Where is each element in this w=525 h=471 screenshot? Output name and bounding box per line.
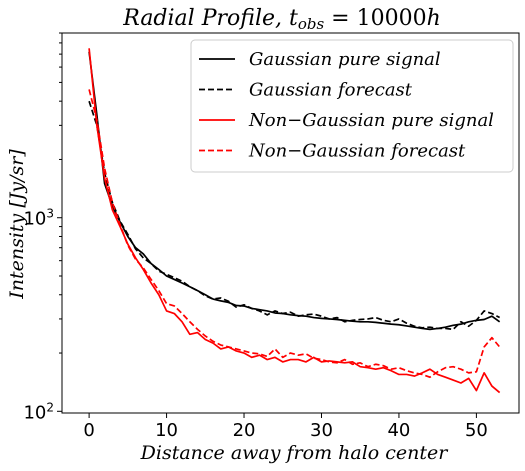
x-tick-label: 10	[155, 420, 178, 441]
series-lines	[88, 48, 501, 394]
series-line-1	[88, 51, 501, 331]
chart-title: Radial Profile, tobs = 10000h	[122, 6, 441, 33]
y-axis-label: Intensity [Jy/sr]	[6, 149, 28, 300]
y-axis: 102 103	[23, 32, 62, 423]
series-line-4	[88, 89, 501, 379]
legend-label-1: Gaussian pure signal	[249, 49, 441, 70]
plot-frame	[61, 32, 520, 414]
chart-title-unit: h	[427, 6, 441, 31]
x-tick-label: 50	[465, 420, 488, 441]
x-tick-label: 40	[387, 420, 410, 441]
x-axis: 0 10 20 30 40 50	[83, 413, 488, 441]
chart-title-rest: = 10000	[324, 6, 426, 31]
y-axis-label-main: Intensity [	[6, 200, 28, 300]
x-tick-label: 30	[310, 420, 333, 441]
plot-area	[61, 32, 520, 414]
legend-label-3: Non−Gaussian pure signal	[248, 110, 494, 131]
series-line-2	[88, 100, 501, 331]
legend-box	[190, 39, 514, 173]
legend-entries: Gaussian pure signal Gaussian forecast Non…	[199, 49, 494, 162]
series-line-3	[88, 48, 501, 394]
y-tick-label: 102	[23, 400, 54, 423]
legend: Gaussian pure signal Gaussian forecast Non…	[190, 39, 514, 173]
y-tick-label: 103	[23, 207, 54, 230]
chart-title-main: Radial Profile,	[122, 6, 289, 31]
y-axis-label-unit: Jy/sr	[6, 155, 28, 205]
legend-label-4: Non−Gaussian forecast	[248, 141, 466, 162]
chart-title-sub: obs	[298, 15, 325, 33]
x-axis-label: Distance away from halo center	[140, 442, 450, 464]
legend-label-2: Gaussian forecast	[249, 80, 413, 101]
y-axis-label-close: ]	[6, 149, 28, 158]
chart-title-var: t	[289, 6, 298, 31]
x-tick-label: 20	[233, 420, 256, 441]
x-tick-label: 0	[83, 420, 94, 441]
